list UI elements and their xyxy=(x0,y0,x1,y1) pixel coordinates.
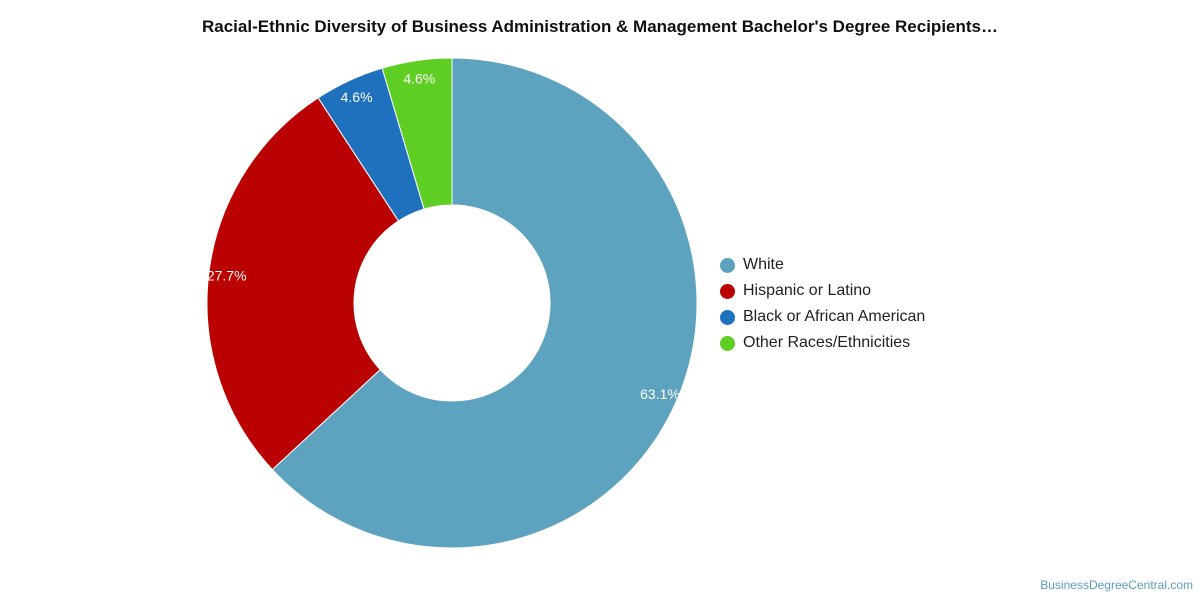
legend-swatch-white xyxy=(720,257,735,273)
legend-label-white: White xyxy=(743,256,784,273)
legend-item-other-races[interactable]: Other Races/Ethnicities xyxy=(720,330,925,356)
legend-label-hispanic-or-latino: Hispanic or Latino xyxy=(743,282,872,299)
chart-title: Racial-Ethnic Diversity of Business Admi… xyxy=(201,17,998,36)
site-credit[interactable]: BusinessDegreeCentral.com xyxy=(1040,578,1193,592)
chart-legend: White Hispanic or Latino Black or Africa… xyxy=(720,252,925,356)
legend-item-black-or-african-american[interactable]: Black or African American xyxy=(720,304,925,330)
slice-hispanic-or-latino[interactable] xyxy=(206,97,400,471)
slice-other-races[interactable] xyxy=(381,57,453,210)
donut-slices xyxy=(206,57,698,549)
slice-label-white: 63.1% xyxy=(640,386,680,402)
slice-labels: 63.1% 27.7% 4.6% 4.6% xyxy=(207,70,680,401)
slice-label-black-or-african-american: 4.6% xyxy=(341,89,373,105)
legend-label-other-races: Other Races/Ethnicities xyxy=(743,334,911,351)
legend-swatch-other-races xyxy=(720,335,735,351)
slice-label-hispanic-or-latino: 27.7% xyxy=(207,267,247,283)
legend-swatch-black-or-african-american xyxy=(720,309,735,325)
legend-swatch-hispanic-or-latino xyxy=(720,283,735,299)
legend-item-white[interactable]: White xyxy=(720,252,925,278)
slice-label-other-races: 4.6% xyxy=(403,70,435,86)
legend-item-hispanic-or-latino[interactable]: Hispanic or Latino xyxy=(720,278,925,304)
legend-label-black-or-african-american: Black or African American xyxy=(743,308,926,325)
slice-white[interactable] xyxy=(271,57,698,549)
